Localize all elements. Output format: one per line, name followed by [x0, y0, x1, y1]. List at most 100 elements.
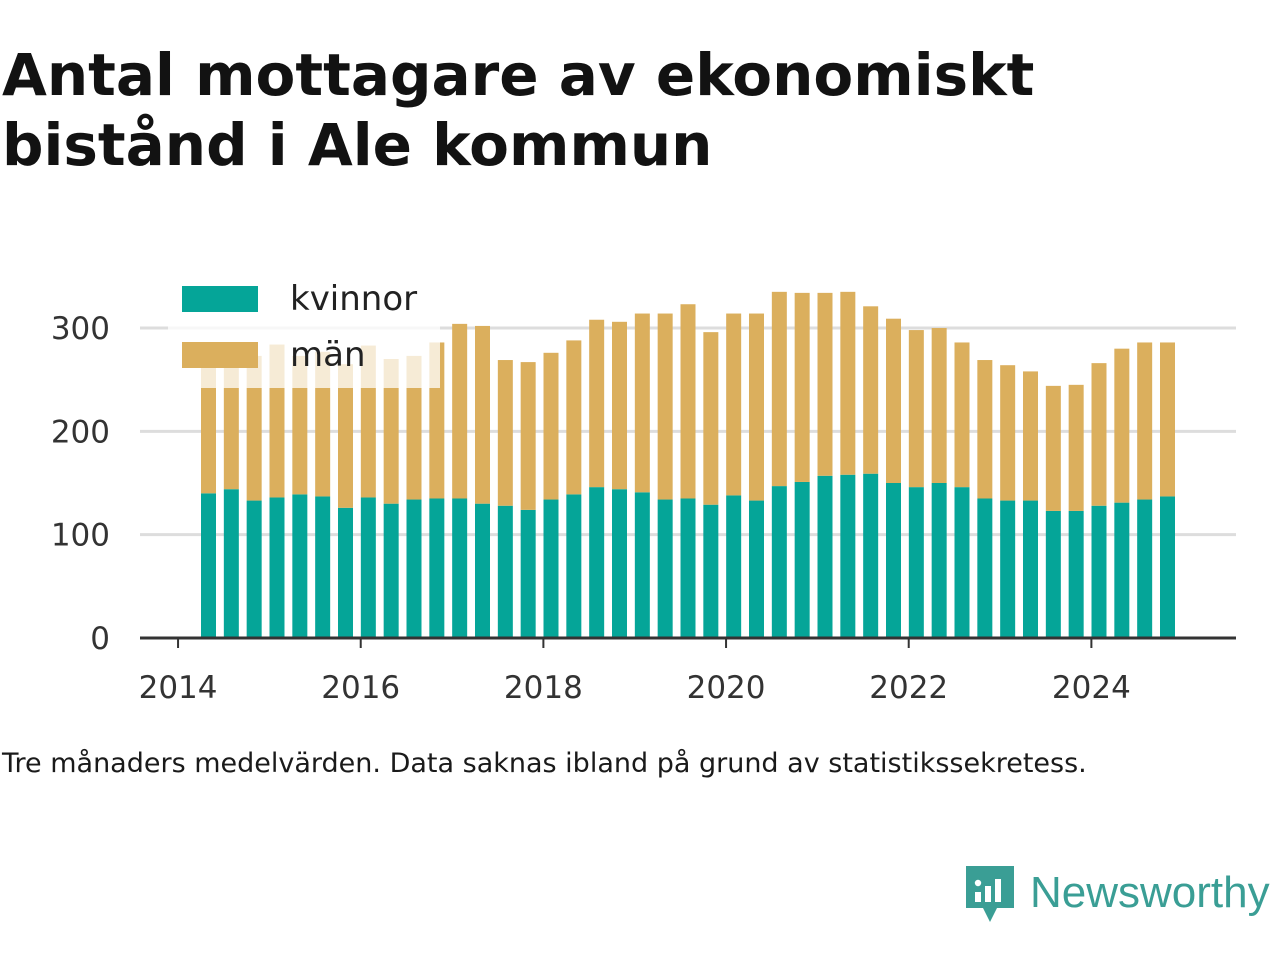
- brand: Newsworthy: [964, 862, 1270, 924]
- y-tick-label: 300: [51, 311, 110, 347]
- x-tick-label: 2018: [504, 670, 583, 706]
- bar-man: [703, 332, 719, 505]
- bar-man: [1023, 371, 1038, 501]
- bar-kvinnor: [383, 503, 399, 638]
- bar-chart: 0 100 200 300 2014 2016 2018 2020 2022 2024 kvinn…: [51, 278, 1236, 706]
- bar-kvinnor: [360, 497, 376, 638]
- x-tick-label: 2016: [321, 670, 400, 706]
- bar-man: [771, 291, 787, 487]
- bar-man: [863, 306, 879, 474]
- bar-kvinnor: [246, 500, 262, 638]
- bar-kvinnor: [475, 503, 490, 638]
- bar-man: [886, 318, 901, 483]
- bar-kvinnor: [863, 473, 879, 638]
- bar-kvinnor: [657, 499, 673, 638]
- bar-kvinnor: [566, 494, 582, 638]
- bar-man: [1160, 342, 1175, 497]
- bar-kvinnor: [1114, 502, 1130, 638]
- y-tick-label: 200: [51, 414, 110, 450]
- bar-kvinnor: [1160, 496, 1175, 638]
- bar-kvinnor: [1045, 510, 1061, 638]
- bar-man: [1137, 342, 1153, 500]
- bar-kvinnor: [726, 495, 742, 638]
- bar-man: [726, 313, 742, 496]
- bar-man: [749, 313, 764, 501]
- bar-kvinnor: [749, 500, 764, 638]
- legend-swatch: [182, 342, 258, 368]
- x-tick-label: 2022: [869, 670, 948, 706]
- bar-kvinnor: [703, 504, 719, 638]
- bar-man: [794, 292, 810, 482]
- bar-man: [1068, 384, 1084, 511]
- bar-kvinnor: [908, 487, 924, 638]
- bar-kvinnor: [497, 505, 513, 638]
- bars: [201, 291, 1175, 638]
- bar-kvinnor: [931, 483, 947, 638]
- bar-kvinnor: [1137, 499, 1153, 638]
- bar-kvinnor: [292, 494, 308, 638]
- legend-label: kvinnor: [290, 279, 417, 319]
- bar-man: [931, 328, 947, 483]
- bar-kvinnor: [543, 499, 559, 638]
- bar-kvinnor: [452, 498, 468, 638]
- bar-kvinnor: [315, 496, 331, 638]
- bar-kvinnor: [589, 487, 605, 638]
- bar-kvinnor: [406, 499, 422, 638]
- bar-man: [954, 342, 970, 488]
- legend-label: män: [290, 335, 366, 375]
- bar-man: [566, 340, 582, 495]
- bar-man: [246, 355, 262, 501]
- bar-kvinnor: [1068, 510, 1084, 638]
- bar-man: [338, 364, 353, 508]
- bar-man: [292, 355, 308, 495]
- x-tick-label: 2020: [687, 670, 766, 706]
- bar-man: [657, 313, 673, 500]
- x-tick-label: 2024: [1052, 670, 1131, 706]
- bar-man: [1045, 385, 1061, 511]
- bar-kvinnor: [817, 475, 833, 638]
- bar-man: [634, 313, 650, 493]
- chart-title: Antal mottagare av ekonomiskt bistånd i …: [2, 41, 1035, 179]
- x-tick-label: 2014: [139, 670, 218, 706]
- bar-man: [543, 352, 559, 500]
- bar-kvinnor: [1000, 500, 1016, 638]
- bar-kvinnor: [1023, 500, 1038, 638]
- bar-kvinnor: [1091, 505, 1107, 638]
- bar-kvinnor: [634, 492, 650, 638]
- bar-man: [475, 325, 490, 504]
- bar-man: [223, 355, 239, 490]
- legend-swatch: [182, 286, 258, 312]
- bar-kvinnor: [954, 487, 970, 638]
- bar-man: [497, 360, 513, 506]
- axes: 0 100 200 300 2014 2016 2018 2020 2022 2024: [51, 311, 1236, 706]
- bar-man: [840, 291, 856, 475]
- legend: kvinnor män: [168, 278, 440, 388]
- bar-man: [520, 362, 536, 510]
- bar-kvinnor: [977, 498, 993, 638]
- y-tick-label: 100: [51, 518, 110, 554]
- bar-man: [1091, 363, 1107, 506]
- bar-man: [612, 321, 627, 490]
- bar-kvinnor: [520, 509, 536, 638]
- bar-man: [383, 359, 399, 504]
- bar-kvinnor: [840, 474, 856, 638]
- bar-man: [589, 319, 605, 488]
- bar-man: [908, 330, 924, 488]
- bar-kvinnor: [223, 489, 239, 638]
- brand-name: Newsworthy: [1030, 868, 1270, 917]
- chart-note: Tre månaders medelvärden. Data saknas ib…: [2, 748, 1087, 779]
- bar-man: [406, 355, 422, 500]
- bar-kvinnor: [201, 493, 216, 638]
- bar-kvinnor: [794, 481, 810, 638]
- bar-kvinnor: [338, 507, 353, 638]
- bar-kvinnor: [680, 498, 696, 638]
- newsworthy-logo-icon: [966, 866, 1014, 922]
- bar-kvinnor: [429, 498, 445, 638]
- bar-kvinnor: [771, 486, 787, 638]
- bar-kvinnor: [269, 497, 285, 638]
- bar-man: [680, 304, 696, 499]
- bar-man: [1114, 348, 1130, 503]
- bar-man: [977, 360, 993, 499]
- bar-kvinnor: [886, 483, 901, 638]
- bar-man: [201, 356, 216, 494]
